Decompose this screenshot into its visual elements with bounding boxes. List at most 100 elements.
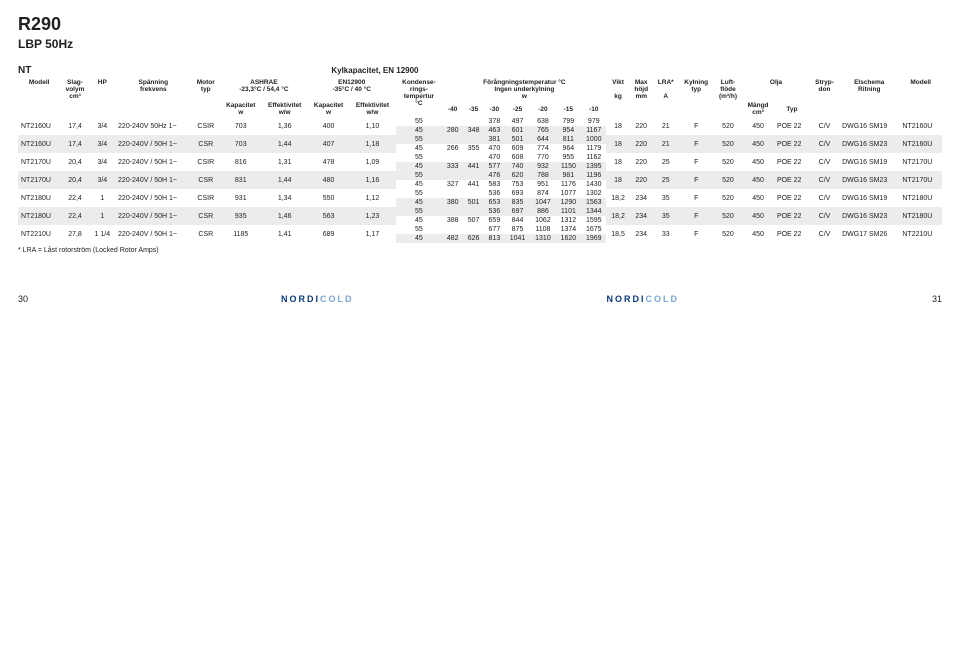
- cell-luft: 520: [714, 225, 742, 243]
- cell-evap: 470: [484, 153, 505, 162]
- cell-evap: [463, 171, 484, 180]
- cell-slag: 20,4: [60, 171, 89, 189]
- cell-evap: 470: [484, 144, 505, 153]
- cell-evap: 327: [442, 180, 463, 189]
- logo-left: NORDICOLD: [281, 294, 354, 304]
- cell-slag: 27,8: [60, 225, 89, 243]
- cell-ash_k: 703: [220, 117, 262, 135]
- cell-lra: 25: [653, 171, 679, 189]
- cell-ash_k: 935: [220, 207, 262, 225]
- hdr-modell: Modell: [18, 78, 60, 117]
- cell-stryp: C/V: [810, 189, 839, 207]
- cell-en_e: 1,16: [349, 171, 395, 189]
- cell-en_k: 480: [308, 171, 350, 189]
- cell-evap: 380: [442, 198, 463, 207]
- cell-ash_e: 1,46: [262, 207, 308, 225]
- cell-model: NT2210U: [18, 225, 60, 243]
- cell-schema: DWG16 SM19: [839, 153, 899, 171]
- hdr-elschema: ElschemaRitning: [839, 78, 899, 117]
- cell-lra: 33: [653, 225, 679, 243]
- cell-en_k: 478: [308, 153, 350, 171]
- cell-evap: 1162: [581, 153, 606, 162]
- cell-span: 220-240V / 50H 1~: [115, 225, 192, 243]
- cell-slag: 22,4: [60, 207, 89, 225]
- cell-luft: 520: [714, 153, 742, 171]
- cell-span: 220-240V / 50H 1~: [115, 207, 192, 225]
- cell-evap: 677: [484, 225, 505, 234]
- cell-cond: 55: [396, 171, 443, 180]
- cell-evap: 266: [442, 144, 463, 153]
- cell-span: 220-240V / 50H 1~: [115, 189, 192, 207]
- cell-schema: DWG16 SM23: [839, 135, 899, 153]
- cell-vikt: 18,5: [606, 225, 629, 243]
- cell-evap: [442, 189, 463, 198]
- cell-evap: 875: [505, 225, 530, 234]
- cell-evap: 1000: [581, 135, 606, 144]
- cell-evap: 601: [505, 126, 530, 135]
- cell-typ: POE 22: [774, 207, 810, 225]
- cell-ash_k: 1185: [220, 225, 262, 243]
- cell-model_r: NT2160U: [899, 117, 942, 135]
- cell-hp: 3/4: [90, 153, 115, 171]
- cell-motor: CSR: [192, 207, 220, 225]
- spec-table: Modell Slag-volymcm³ HP Spänningfrekvens…: [18, 78, 942, 243]
- cell-hojd: 220: [630, 153, 653, 171]
- hdr-stryp: Stryp-don: [810, 78, 839, 117]
- cell-stryp: C/V: [810, 207, 839, 225]
- hdr-mangd: Mängdcm³: [742, 101, 774, 117]
- cell-en_k: 689: [308, 225, 350, 243]
- cell-typ: POE 22: [774, 153, 810, 171]
- cell-schema: DWG16 SM23: [839, 207, 899, 225]
- cell-hp: 3/4: [90, 171, 115, 189]
- cell-evap: 1167: [581, 126, 606, 135]
- cell-evap: 979: [581, 117, 606, 126]
- cell-evap: 577: [484, 162, 505, 171]
- cell-ash_e: 1,36: [262, 117, 308, 135]
- cell-evap: 441: [463, 180, 484, 189]
- hdr-modell-r: Modell: [899, 78, 942, 117]
- cell-evap: 844: [505, 216, 530, 225]
- cell-evap: [442, 153, 463, 162]
- cell-en_k: 407: [308, 135, 350, 153]
- cell-lra: 35: [653, 207, 679, 225]
- cell-stryp: C/V: [810, 225, 839, 243]
- hdr-evap-4: -20: [530, 101, 555, 117]
- cell-kyl: F: [679, 153, 714, 171]
- cell-evap: 753: [505, 180, 530, 189]
- cell-typ: POE 22: [774, 135, 810, 153]
- cell-hojd: 234: [630, 189, 653, 207]
- cell-span: 220-240V / 50H 1~: [115, 153, 192, 171]
- cell-evap: [442, 225, 463, 234]
- cell-evap: 1196: [581, 171, 606, 180]
- cell-evap: 1062: [530, 216, 555, 225]
- cell-hojd: 220: [630, 135, 653, 153]
- cell-stryp: C/V: [810, 117, 839, 135]
- cell-motor: CSR: [192, 135, 220, 153]
- cell-evap: 355: [463, 144, 484, 153]
- cell-vikt: 18: [606, 117, 629, 135]
- cell-ash_k: 703: [220, 135, 262, 153]
- cell-en_e: 1,10: [349, 117, 395, 135]
- cell-ash_e: 1,44: [262, 135, 308, 153]
- cell-ash_k: 816: [220, 153, 262, 171]
- cell-typ: POE 22: [774, 189, 810, 207]
- cell-motor: CSIR: [192, 189, 220, 207]
- hdr-evap-5: -15: [556, 101, 581, 117]
- cell-evap: 874: [530, 189, 555, 198]
- cell-motor: CSR: [192, 171, 220, 189]
- hdr-evap-0: -40: [442, 101, 463, 117]
- cell-evap: 659: [484, 216, 505, 225]
- cell-evap: 1101: [556, 207, 581, 216]
- cell-evap: 770: [530, 153, 555, 162]
- cell-model: NT2180U: [18, 189, 60, 207]
- cell-mangd: 450: [742, 225, 774, 243]
- hdr-vikt: Viktkg: [606, 78, 629, 117]
- cell-evap: 1430: [581, 180, 606, 189]
- cell-model: NT2180U: [18, 207, 60, 225]
- cell-kyl: F: [679, 117, 714, 135]
- cell-typ: POE 22: [774, 171, 810, 189]
- cell-hp: 1: [90, 189, 115, 207]
- cell-evap: 1395: [581, 162, 606, 171]
- cell-slag: 20,4: [60, 153, 89, 171]
- cell-cond: 55: [396, 225, 443, 234]
